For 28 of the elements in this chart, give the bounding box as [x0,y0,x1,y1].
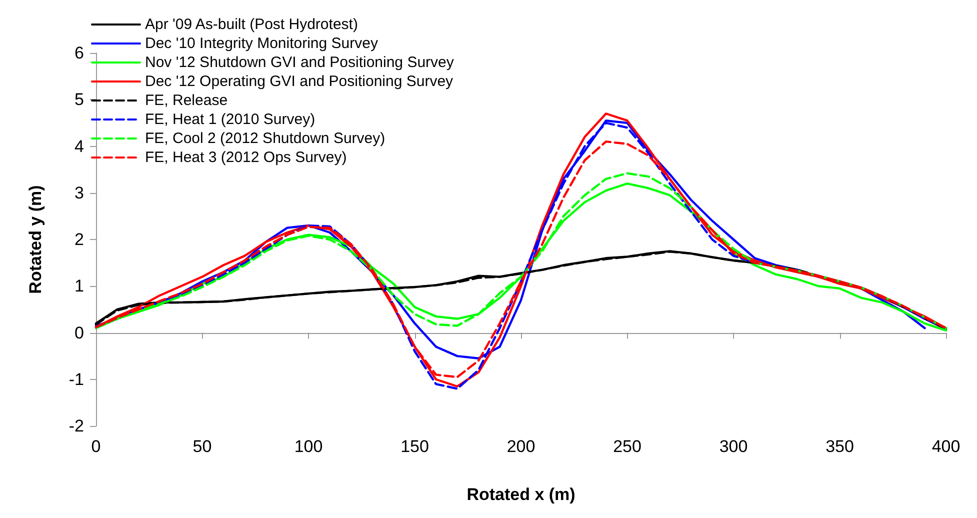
legend-label: Dec '10 Integrity Monitoring Survey [145,35,378,52]
y-tick-label: -1 [68,370,84,389]
x-axis-title: Rotated x (m) [466,485,576,504]
legend-label: Nov '12 Shutdown GVI and Positioning Survey [145,54,454,71]
x-tick-label: 300 [719,437,748,456]
legend-label: Apr '09 As-built (Post Hydrotest) [145,16,358,33]
x-tick-label: 150 [400,437,429,456]
x-tick-label: 250 [613,437,642,456]
y-tick-label: 6 [74,44,84,62]
x-tick-label: 400 [932,437,960,456]
y-tick-label: 0 [74,323,84,342]
legend-label: Dec '12 Operating GVI and Positioning Survey [145,73,454,90]
x-tick-label: 50 [192,437,212,456]
legend-label: FE, Heat 1 (2010 Survey) [145,111,316,128]
y-tick-label: -2 [68,416,84,436]
x-tick-label: 350 [826,437,854,456]
y-tick-label: 3 [74,183,84,202]
x-tick-label: 200 [506,437,536,456]
y-tick-label: 4 [74,136,84,156]
x-tick-label: 0 [91,437,101,456]
y-tick-label: 1 [74,276,84,296]
y-tick-label: 5 [74,90,84,110]
y-axis-title: Rotated y (m) [26,185,45,294]
x-tick-label: 100 [294,437,323,456]
y-tick-label: 2 [74,230,84,249]
legend-label: FE, Heat 3 (2012 Ops Survey) [145,149,347,166]
legend-label: FE, Cool 2 (2012 Shutdown Survey) [145,130,386,147]
legend-label: FE, Release [145,92,228,109]
